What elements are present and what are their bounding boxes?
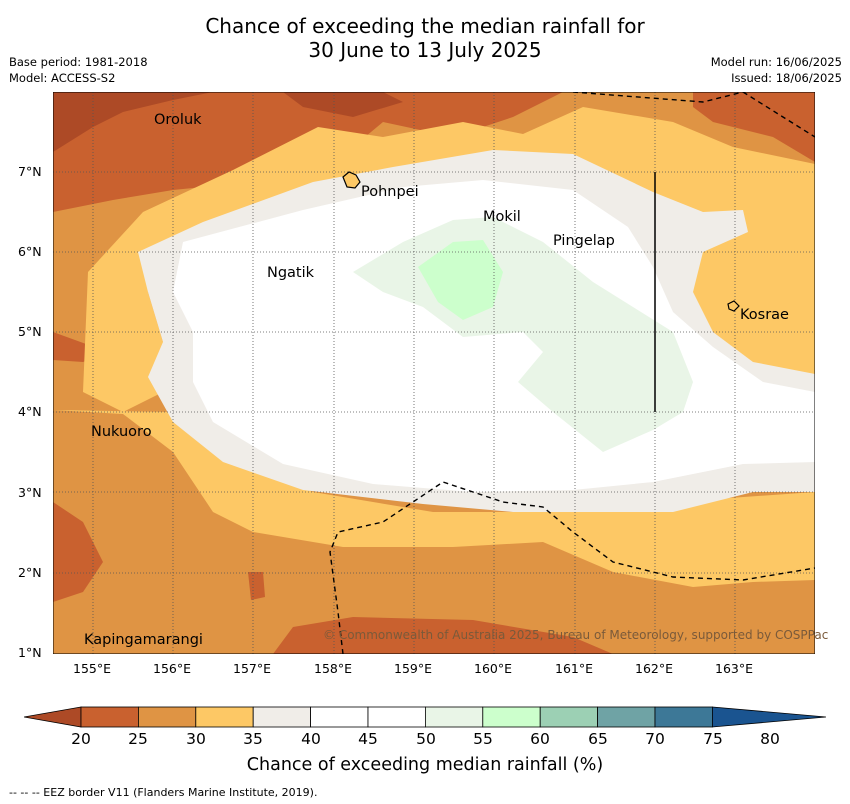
band-25-30-ne [693, 92, 815, 162]
colorbar-tick: 60 [530, 730, 550, 748]
lon-tick: 163°E [715, 661, 754, 676]
band-25-30-south [273, 617, 613, 654]
colorbar-segment [654, 706, 713, 728]
issued-label: Issued: 18/06/2025 [731, 71, 842, 85]
colorbar-tick: 40 [301, 730, 321, 748]
colorbar-segment [195, 706, 254, 728]
colorbar-segment [424, 706, 484, 728]
colorbar-segment [310, 706, 369, 728]
colorbar-segment [482, 706, 541, 728]
band-20-25-north [283, 92, 403, 117]
colorbar-tick: 70 [645, 730, 665, 748]
colorbar-segment [539, 706, 599, 728]
colorbar-tick: 20 [71, 730, 91, 748]
lat-tick: 3°N [18, 485, 42, 500]
lat-tick: 5°N [18, 324, 42, 339]
title-line-2: 30 June to 13 July 2025 [308, 38, 542, 62]
colorbar-tick: 30 [186, 730, 206, 748]
colorbar-segment [597, 706, 656, 728]
place-pingelap: Pingelap [553, 233, 615, 249]
model-run-label: Model run: 16/06/2025 [710, 55, 842, 69]
lon-tick: 162°E [635, 661, 674, 676]
colorbar-segment [252, 706, 311, 728]
colorbar-tick: 80 [760, 730, 780, 748]
lat-tick: 6°N [18, 244, 42, 259]
lon-tick: 159°E [394, 661, 433, 676]
band-35-40-south [53, 410, 815, 587]
lon-tick: 161°E [555, 661, 594, 676]
rainfall-map [53, 92, 815, 654]
lat-tick: 7°N [18, 164, 42, 179]
pohnpei-island [342, 171, 361, 189]
place-nukuoro: Nukuoro [91, 424, 152, 440]
colorbar-tick: 75 [703, 730, 723, 748]
lat-tick: 4°N [18, 404, 42, 419]
graticule [53, 92, 815, 654]
colorbar-title: Chance of exceeding median rainfall (%) [246, 755, 604, 775]
colorbar-arrow-low [24, 706, 82, 728]
colorbar-arrow-high [712, 706, 826, 728]
eez-footnote: -- -- -- EEZ border V11 (Flanders Marine… [9, 786, 318, 799]
band-25-30-south-spot [248, 572, 265, 600]
colorbar-segment [367, 706, 426, 728]
colorbar-tick: 55 [473, 730, 493, 748]
place-kapingamarangi: Kapingamarangi [84, 632, 203, 648]
band-25-30-southwest [53, 502, 103, 602]
colorbar-segment [80, 706, 139, 728]
lon-tick: 155°E [73, 661, 112, 676]
copyright-credit: © Commonwealth of Australia 2025, Bureau… [323, 628, 829, 642]
place-kosrae: Kosrae [740, 307, 789, 323]
colorbar-tick: 45 [358, 730, 378, 748]
colorbar-tick: 35 [243, 730, 263, 748]
base-period-label: Base period: 1981-2018 [9, 55, 148, 69]
kosrae-island [727, 300, 740, 312]
lon-tick: 158°E [314, 661, 353, 676]
eez-border [329, 92, 815, 654]
lat-tick: 1°N [18, 645, 42, 660]
place-oroluk: Oroluk [154, 112, 202, 128]
model-label: Model: ACCESS-S2 [9, 71, 116, 85]
lat-tick: 2°N [18, 565, 42, 580]
colorbar [24, 706, 826, 728]
colorbar-tick: 65 [588, 730, 608, 748]
place-ngatik: Ngatik [267, 265, 315, 281]
title-line-1: Chance of exceeding the median rainfall … [205, 14, 645, 38]
colorbar-tick: 50 [416, 730, 436, 748]
place-mokil: Mokil [483, 209, 521, 225]
place-pohnpei: Pohnpei [361, 184, 419, 200]
lon-tick: 157°E [233, 661, 272, 676]
band-60-65 [418, 240, 503, 320]
colorbar-tick: 25 [128, 730, 148, 748]
lon-tick: 156°E [153, 661, 192, 676]
colorbar-segment [138, 706, 197, 728]
lon-tick: 160°E [474, 661, 513, 676]
